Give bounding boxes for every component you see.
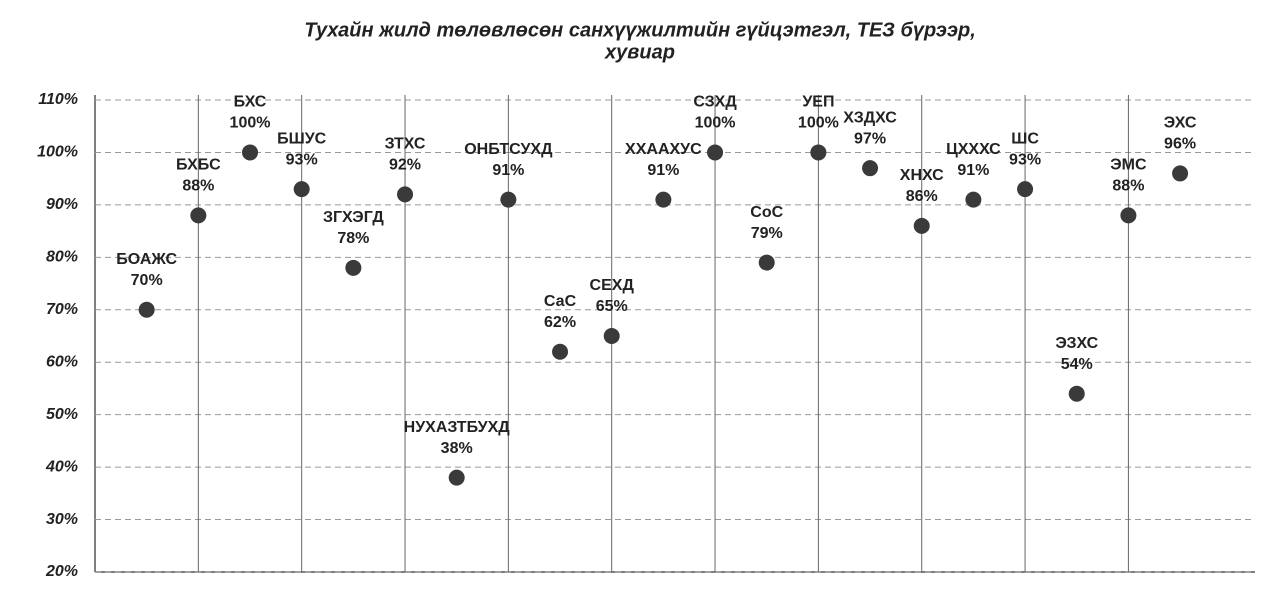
value-label: 92% <box>389 157 421 174</box>
value-label: 65% <box>596 298 628 315</box>
value-label: 93% <box>286 151 318 168</box>
category-label: ХЗДХС <box>843 109 897 126</box>
point <box>500 191 517 208</box>
category-label: СоС <box>750 204 783 221</box>
value-label: 93% <box>1009 151 1041 168</box>
category-label: ХНХС <box>900 167 944 184</box>
chart-title: Тухайн жилд төлөвлөсөн санхүүжилтийн гүй… <box>304 19 976 41</box>
point <box>758 254 775 271</box>
point <box>655 191 672 208</box>
category-label: ЗГХЭГД <box>323 209 384 226</box>
value-label: 88% <box>1112 178 1144 195</box>
category-label: НУХАЗТБУХД <box>404 419 511 436</box>
point <box>345 259 362 276</box>
category-label: БХБС <box>176 157 221 174</box>
point <box>190 207 207 224</box>
point <box>965 191 982 208</box>
y-tick-label: 20% <box>45 563 78 580</box>
category-label: ЗТХС <box>385 136 426 153</box>
point <box>293 181 310 198</box>
point <box>1172 165 1189 182</box>
category-label: ЭМС <box>1110 157 1147 174</box>
category-label: СЕХД <box>590 277 635 294</box>
y-tick-label: 40% <box>45 458 78 475</box>
value-label: 86% <box>906 188 938 205</box>
y-tick-label: 50% <box>46 406 78 423</box>
category-label: БОАЖС <box>116 251 177 268</box>
point <box>138 301 155 318</box>
category-label: ХХААХУС <box>625 141 702 158</box>
category-label: ЦХХХС <box>946 141 1001 158</box>
category-label: ЭЗХС <box>1055 335 1098 352</box>
value-label: 91% <box>957 162 989 179</box>
value-label: 91% <box>647 162 679 179</box>
point <box>242 144 259 161</box>
point <box>552 343 569 360</box>
point <box>448 469 465 486</box>
value-label: 100% <box>230 115 271 132</box>
y-tick-label: 60% <box>46 353 78 370</box>
point <box>397 186 414 203</box>
value-label: 38% <box>441 440 473 457</box>
point <box>913 217 930 234</box>
category-label: ОНБТСУХД <box>464 141 553 158</box>
value-label: 100% <box>695 115 736 132</box>
point <box>862 160 879 177</box>
value-label: 91% <box>492 162 524 179</box>
point <box>707 144 724 161</box>
y-tick-label: 100% <box>37 144 78 161</box>
value-label: 79% <box>751 225 783 242</box>
point <box>810 144 827 161</box>
value-label: 62% <box>544 314 576 331</box>
value-label: 96% <box>1164 136 1196 153</box>
y-tick-label: 110% <box>38 91 78 108</box>
y-tick-label: 30% <box>46 511 78 528</box>
value-label: 70% <box>131 272 163 289</box>
point <box>1017 181 1034 198</box>
category-label: СаС <box>544 293 577 310</box>
value-label: 88% <box>182 178 214 195</box>
category-label: СЗХД <box>693 94 737 111</box>
point <box>1120 207 1137 224</box>
category-label: УЕП <box>802 94 834 111</box>
y-tick-label: 80% <box>46 249 78 266</box>
y-tick-label: 70% <box>46 301 78 318</box>
point <box>1068 385 1085 402</box>
value-label: 97% <box>854 130 886 147</box>
chart-title: хувиар <box>604 41 675 63</box>
value-label: 54% <box>1061 356 1093 373</box>
category-label: ЭХС <box>1164 115 1197 132</box>
y-tick-label: 90% <box>46 196 78 213</box>
category-label: БШУС <box>277 130 327 147</box>
category-label: ШС <box>1011 130 1039 147</box>
value-label: 100% <box>798 115 839 132</box>
category-label: БХС <box>234 94 267 111</box>
point <box>603 328 620 344</box>
value-label: 78% <box>337 230 369 247</box>
